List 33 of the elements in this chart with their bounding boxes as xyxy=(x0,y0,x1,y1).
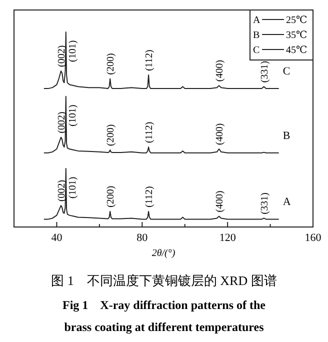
legend-label: C xyxy=(253,45,260,56)
annotation: (200) xyxy=(106,53,117,75)
annotation: (002) xyxy=(56,112,68,134)
annotation: (002) xyxy=(56,45,68,67)
text: B xyxy=(282,130,290,142)
annotation: (101) xyxy=(67,40,78,62)
x-tick-label: 160 xyxy=(304,232,322,244)
annotation: 35℃ xyxy=(286,30,308,41)
annotation: (101) xyxy=(67,104,78,126)
x-tick-label: 120 xyxy=(219,232,236,244)
annotation: (200) xyxy=(106,186,117,208)
annotation: (400) xyxy=(214,190,226,212)
text: 图 1 不同温度下黄铜镀层的 XRD 图谱 xyxy=(51,273,277,288)
annotation: (331) xyxy=(259,60,270,83)
annotation: (112) xyxy=(144,122,156,144)
annotation: (400) xyxy=(214,60,226,82)
text: A xyxy=(282,196,291,208)
x-tick-label: 80 xyxy=(136,232,148,244)
text: C xyxy=(282,66,290,78)
annotation: (002) xyxy=(56,180,68,202)
x-axis-title: 2θ/(°) xyxy=(152,248,176,259)
annotation: (200) xyxy=(106,124,117,146)
annotation: (112) xyxy=(144,50,156,71)
text: 25℃ xyxy=(286,15,308,26)
annotation: 45℃ xyxy=(286,45,308,56)
annotation: (400) xyxy=(214,123,226,145)
annotation: (112) xyxy=(144,186,156,208)
annotation: (101) xyxy=(67,176,78,198)
x-tick-label: 40 xyxy=(51,232,63,244)
legend-label: A xyxy=(253,15,261,26)
legend-label: B xyxy=(253,30,260,41)
text: Fig 1 X-ray diffraction patterns of the brass coating at different temperatures xyxy=(62,298,266,334)
annotation: (331) xyxy=(259,192,270,214)
